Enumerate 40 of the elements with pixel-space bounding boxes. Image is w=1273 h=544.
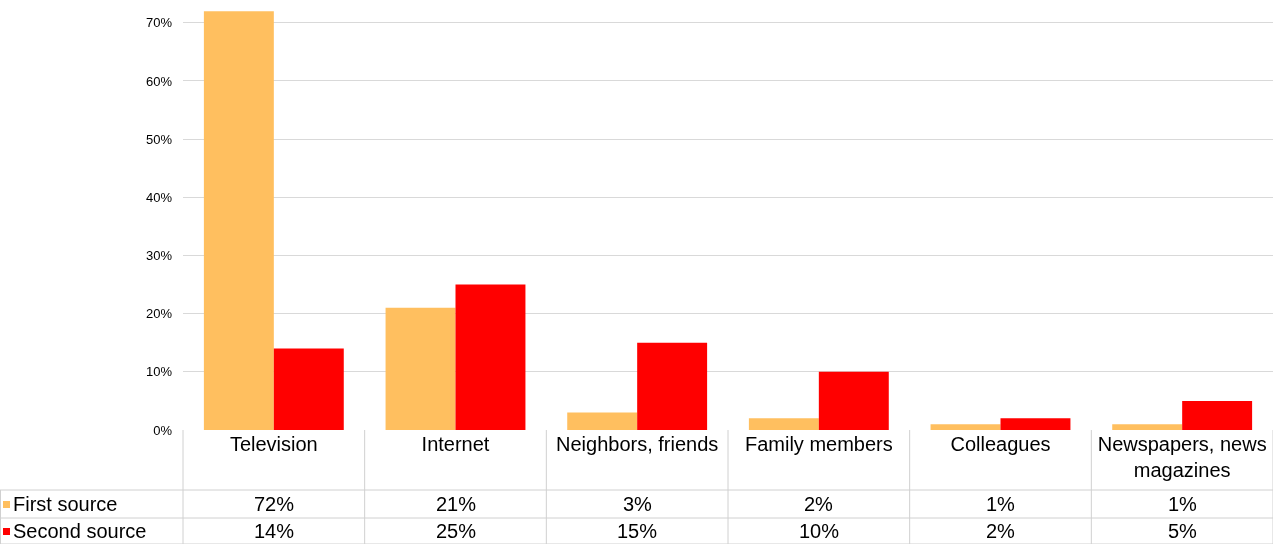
y-tick-label: 0%	[153, 422, 173, 438]
x-tick-label: Family members	[744, 433, 893, 455]
data-label: 5%	[1168, 520, 1198, 542]
data-label: 25%	[436, 520, 477, 542]
x-tick-label: Television	[229, 433, 318, 455]
y-tick-label: 10%	[145, 364, 173, 380]
data-label: 1%	[986, 493, 1016, 515]
data-label: 72%	[254, 493, 295, 515]
data-label: 1%	[1168, 493, 1198, 515]
legend-label: Second source	[13, 520, 147, 542]
bar	[1000, 418, 1071, 430]
x-tick-label: Neighbors, friends	[556, 433, 719, 455]
y-tick-label: 60%	[145, 73, 173, 89]
y-tick-label: 70%	[145, 15, 173, 31]
bar	[455, 284, 526, 430]
data-label: 15%	[617, 520, 658, 542]
y-tick-label: 50%	[145, 131, 173, 147]
x-tick-label: Newspapers, news magazines	[1097, 433, 1267, 481]
bar	[273, 348, 344, 430]
bar	[637, 342, 708, 430]
bar	[385, 307, 456, 430]
data-label: 10%	[799, 520, 840, 542]
bar	[930, 424, 1001, 430]
data-label: 21%	[436, 493, 477, 515]
legend-label: First source	[13, 493, 118, 515]
y-tick-label: 20%	[145, 306, 173, 322]
y-tick-label: 40%	[145, 189, 173, 205]
data-label: 14%	[254, 520, 295, 542]
bar	[818, 371, 889, 430]
x-tick-label: Colleagues	[950, 433, 1051, 455]
bar	[203, 11, 274, 430]
data-label: 2%	[986, 520, 1016, 542]
bar	[1112, 424, 1183, 430]
data-label: 3%	[623, 493, 653, 515]
y-tick-label: 30%	[145, 248, 173, 264]
x-tick-label: Internet	[421, 433, 490, 455]
data-label: 2%	[804, 493, 834, 515]
bar	[1182, 400, 1253, 430]
bar	[567, 412, 638, 430]
bar	[748, 418, 819, 430]
